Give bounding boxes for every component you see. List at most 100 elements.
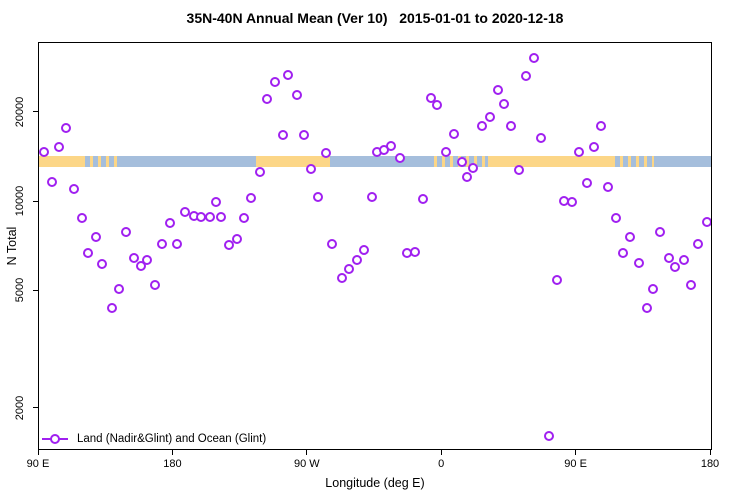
data-point xyxy=(417,194,428,205)
y-axis-tick xyxy=(33,200,38,202)
data-point xyxy=(574,147,585,158)
band-segment-land xyxy=(255,156,331,168)
data-point xyxy=(262,93,273,104)
data-point xyxy=(344,264,355,275)
legend-marker xyxy=(42,432,68,445)
data-point xyxy=(216,211,227,222)
data-point xyxy=(514,165,525,176)
x-axis-tick-label: 90 E xyxy=(26,458,50,470)
data-point xyxy=(156,238,167,249)
data-point xyxy=(492,84,503,95)
data-point xyxy=(367,191,377,202)
data-point xyxy=(120,226,131,237)
plot-area: Land (Nadir&Glint) and Ocean (Glint) xyxy=(38,42,712,450)
x-axis-tick-label: 180 xyxy=(163,458,182,470)
data-point xyxy=(431,99,442,110)
data-point xyxy=(321,148,332,159)
x-axis-tick xyxy=(37,450,39,455)
x-axis-tick xyxy=(171,450,173,455)
data-point xyxy=(567,197,578,207)
data-point xyxy=(352,255,363,266)
data-point xyxy=(529,53,540,64)
data-point xyxy=(270,77,281,88)
data-point xyxy=(603,182,614,193)
data-point xyxy=(278,130,289,141)
data-point xyxy=(685,280,696,291)
y-axis-tick xyxy=(33,289,38,291)
legend: Land (Nadir&Glint) and Ocean (Glint) xyxy=(42,432,266,445)
data-point xyxy=(232,233,243,244)
band-segment-ocean xyxy=(330,156,429,168)
data-point xyxy=(149,280,160,291)
data-point xyxy=(76,212,87,223)
data-point xyxy=(82,247,93,258)
data-point xyxy=(141,255,152,266)
y-axis-tick xyxy=(33,111,38,113)
data-point xyxy=(283,70,294,81)
data-point xyxy=(313,191,324,202)
data-point xyxy=(358,244,369,255)
y-axis-tick-label: 10000 xyxy=(14,185,26,217)
data-point xyxy=(461,172,472,183)
data-point xyxy=(678,255,689,266)
y-axis-title: N Total xyxy=(5,226,19,266)
x-axis-tick-label: 90 E xyxy=(564,458,587,470)
data-point xyxy=(68,183,79,194)
data-point xyxy=(692,238,703,249)
x-axis-tick xyxy=(440,450,442,455)
data-point xyxy=(521,71,532,82)
data-point xyxy=(336,273,347,284)
legend-circle-icon xyxy=(50,433,60,444)
band-segment-land xyxy=(488,156,616,168)
band-segment-mixed xyxy=(615,156,655,168)
data-point xyxy=(701,216,711,227)
data-point xyxy=(210,197,221,207)
data-point xyxy=(292,89,303,100)
data-point xyxy=(135,261,146,272)
data-point xyxy=(299,129,310,140)
data-point xyxy=(425,92,436,103)
data-point xyxy=(456,156,467,167)
data-point xyxy=(582,177,593,188)
legend-label: Land (Nadir&Glint) and Ocean (Glint) xyxy=(77,432,267,445)
data-point xyxy=(106,302,117,313)
data-point xyxy=(306,164,317,175)
band-segment-ocean xyxy=(654,156,711,168)
data-point xyxy=(171,238,182,249)
data-point xyxy=(54,142,64,153)
y-axis-tick-label: 5000 xyxy=(14,277,26,303)
data-point xyxy=(536,132,547,143)
data-point xyxy=(385,140,396,151)
data-point xyxy=(327,238,338,249)
data-point xyxy=(467,163,478,174)
x-axis-tick xyxy=(575,450,577,455)
data-point xyxy=(448,128,459,139)
data-point xyxy=(255,167,266,178)
data-point xyxy=(113,284,124,295)
x-axis-tick xyxy=(709,450,711,455)
x-axis-tick-label: 180 xyxy=(700,458,720,470)
data-point xyxy=(46,176,57,187)
band-segment-mixed xyxy=(85,156,122,168)
data-point xyxy=(625,231,636,242)
x-axis-tick-label: 90 W xyxy=(293,458,320,470)
data-point xyxy=(39,146,49,157)
data-point xyxy=(655,226,666,237)
band-segment-ocean xyxy=(121,156,256,168)
data-point xyxy=(648,284,659,295)
y-axis-tick-label: 20000 xyxy=(14,96,26,128)
data-point xyxy=(670,262,680,273)
x-axis-tick xyxy=(306,450,308,455)
data-point xyxy=(618,248,629,259)
x-axis-tick-label: 0 xyxy=(438,458,445,470)
band-segment-land xyxy=(39,156,86,168)
data-point xyxy=(476,121,487,132)
data-point xyxy=(642,302,653,313)
data-point xyxy=(60,122,71,133)
data-point xyxy=(394,152,405,163)
x-axis-title: Longitude (deg E) xyxy=(325,476,425,490)
data-point xyxy=(96,259,107,270)
data-point xyxy=(589,142,600,153)
data-point xyxy=(634,258,645,269)
data-point xyxy=(506,121,517,132)
